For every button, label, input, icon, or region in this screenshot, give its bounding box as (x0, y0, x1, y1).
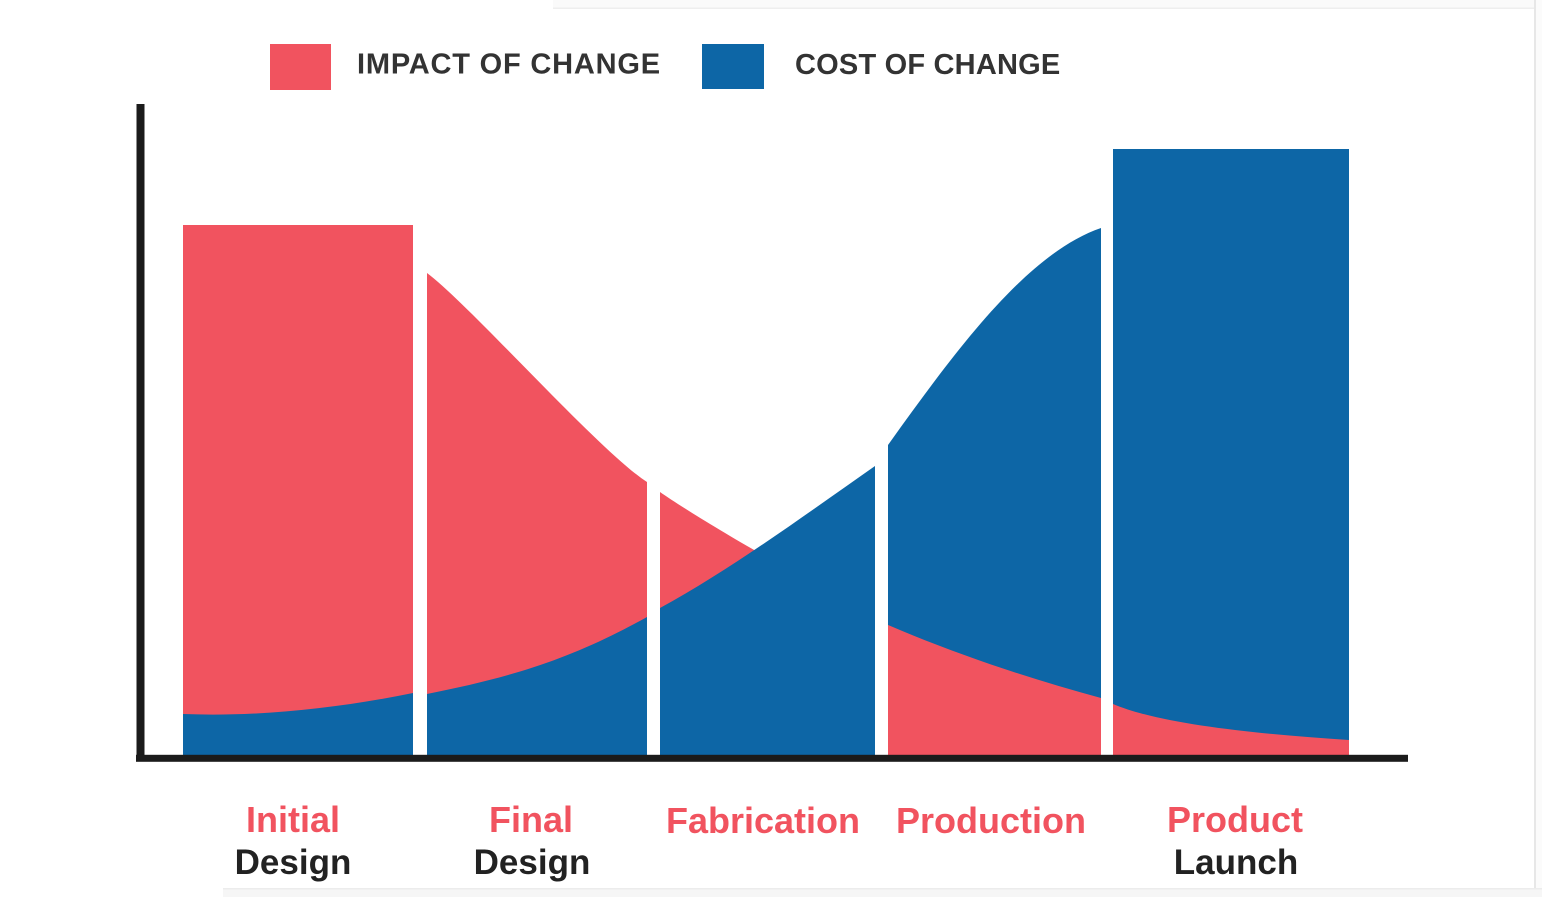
svg-text:Launch: Launch (1174, 843, 1298, 882)
svg-text:Final: Final (489, 799, 573, 840)
svg-text:Fabrication: Fabrication (666, 800, 860, 841)
svg-text:IMPACT OF CHANGE: IMPACT OF CHANGE (357, 49, 661, 81)
svg-text:COST OF CHANGE: COST OF CHANGE (795, 49, 1060, 81)
svg-text:Design: Design (235, 843, 352, 882)
svg-text:Production: Production (896, 800, 1086, 841)
svg-text:Initial: Initial (246, 799, 340, 840)
svg-text:Design: Design (474, 843, 591, 882)
svg-text:Product: Product (1167, 799, 1303, 840)
